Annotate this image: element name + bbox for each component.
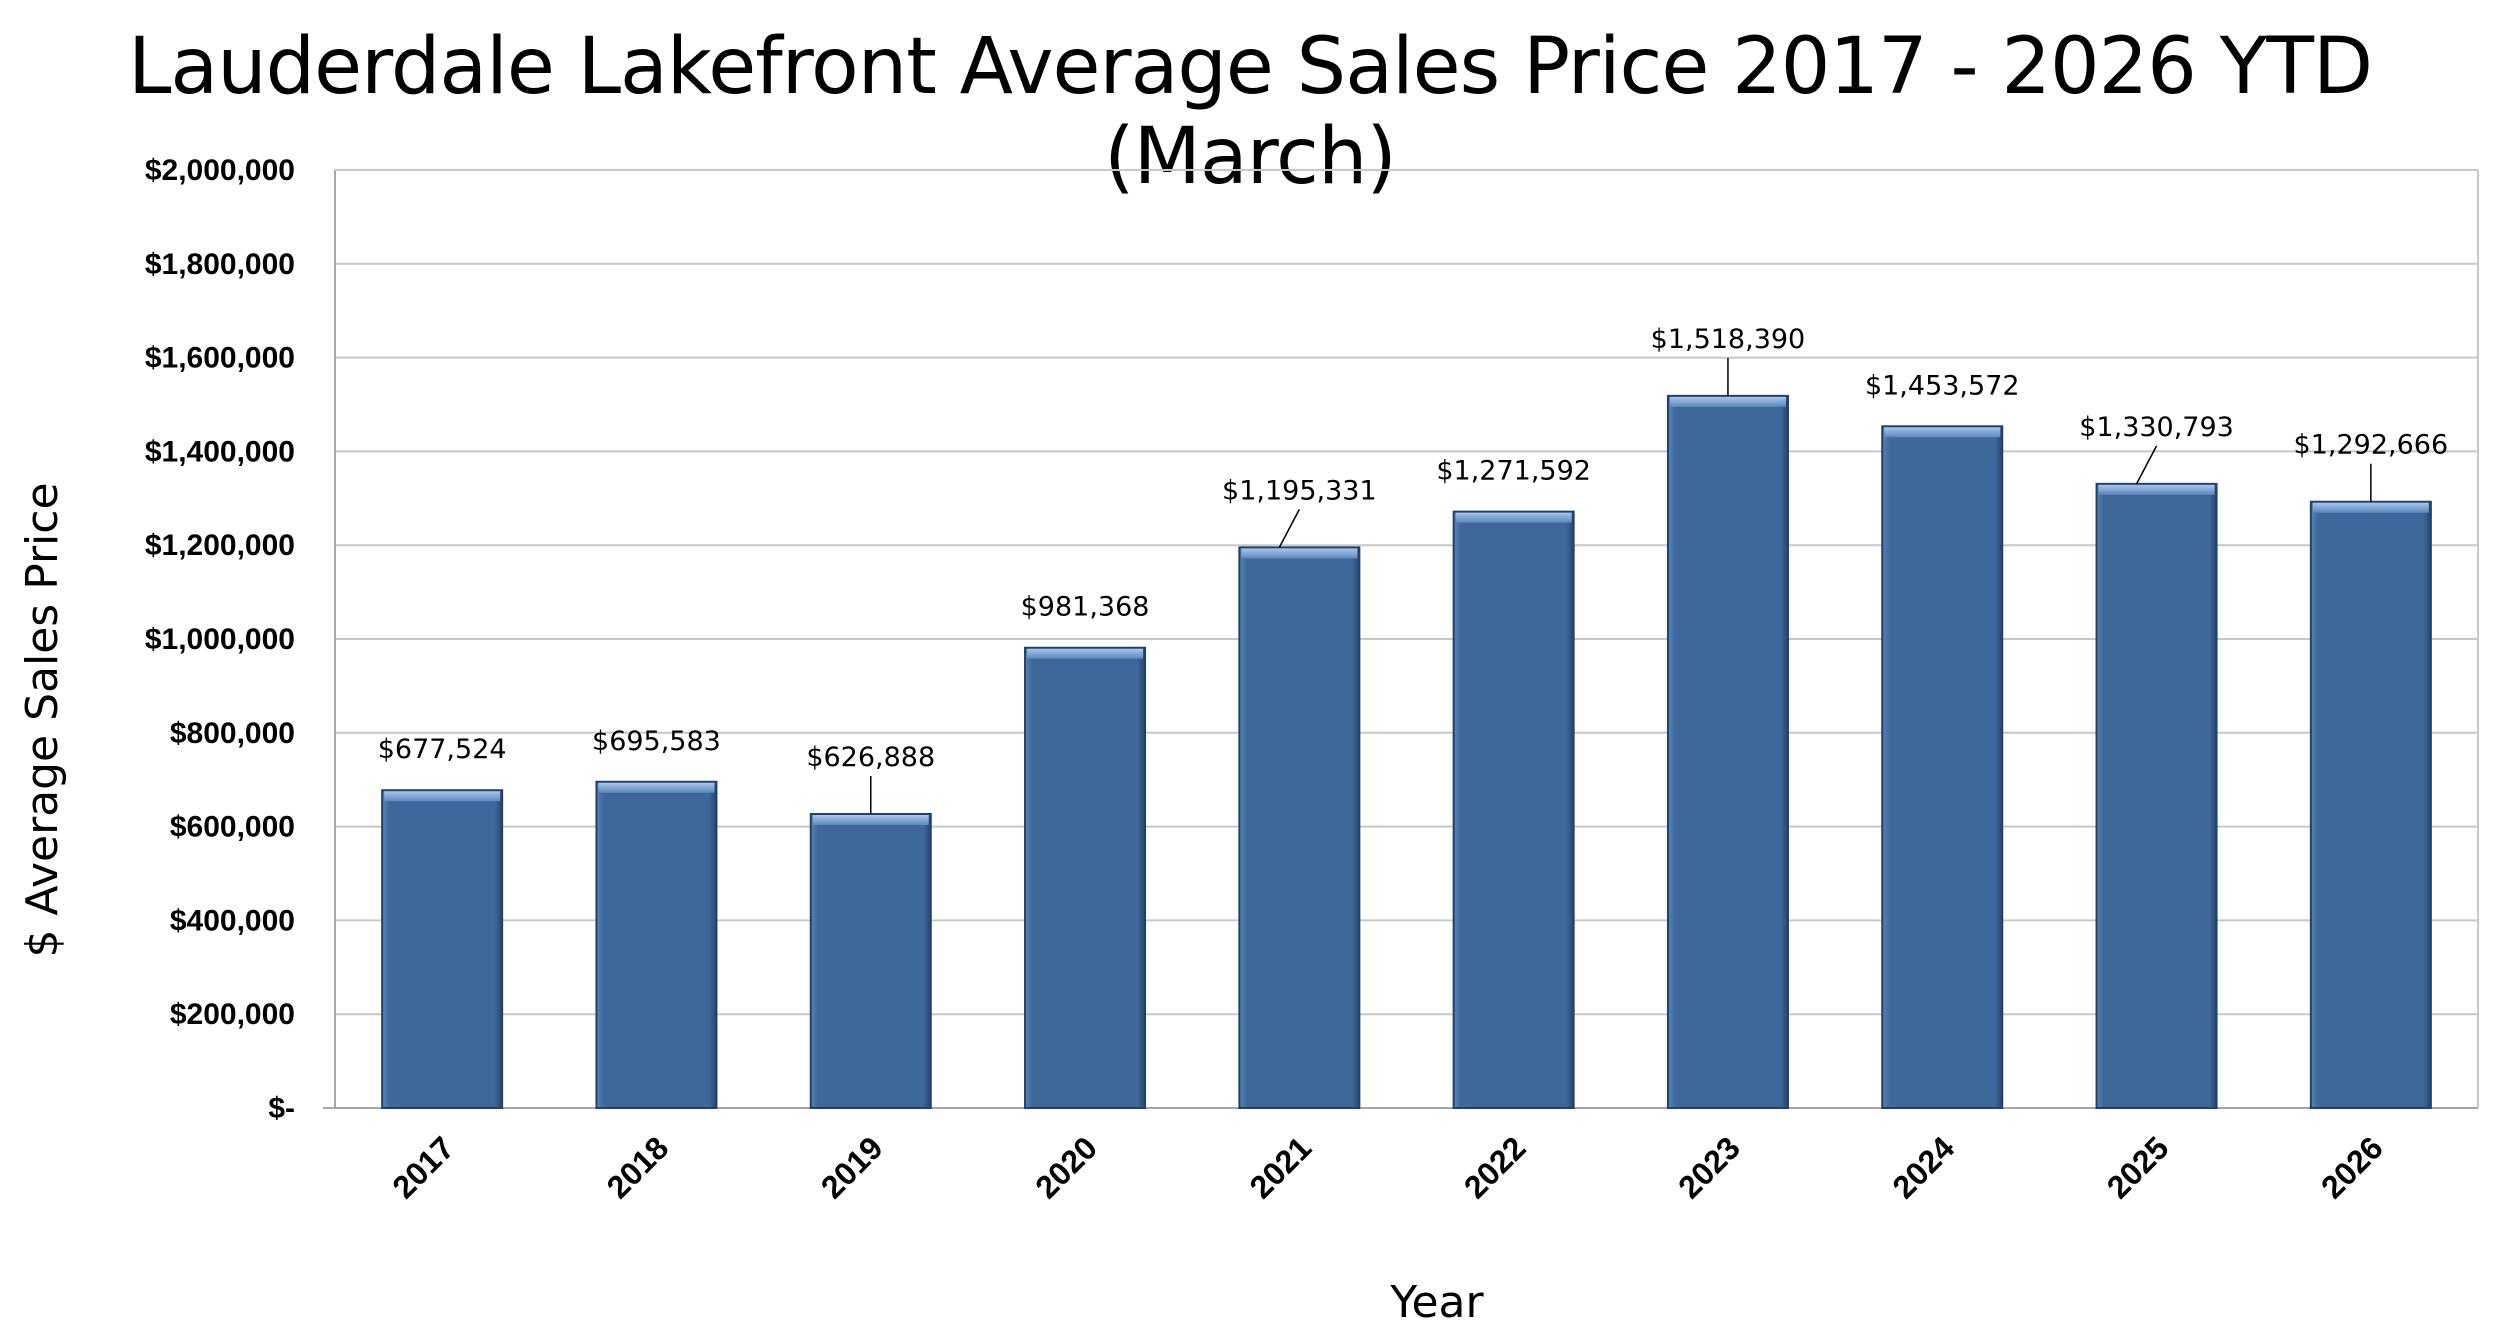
bar — [595, 780, 718, 1109]
x-tick-label: 2020 — [1028, 1129, 1104, 1205]
x-tick-label: 2019 — [814, 1129, 890, 1205]
y-tick-label: $1,600,000 — [145, 342, 295, 375]
y-tick-label: $400,000 — [170, 904, 295, 937]
bar-highlight — [1884, 427, 2001, 438]
data-label: $1,271,592 — [1436, 456, 1591, 487]
y-tick-label: $1,000,000 — [145, 623, 295, 656]
data-label: $1,195,331 — [1222, 475, 1377, 506]
x-tick-label: 2026 — [2314, 1129, 2390, 1205]
x-tick-labels: 2017 2018 2019 2020 2021 2022 2023 2024 2025 2026 — [385, 1129, 2389, 1205]
y-tick-label: $1,200,000 — [145, 529, 295, 562]
y-tick-label: $- — [268, 1092, 295, 1125]
data-label: $695,583 — [592, 726, 721, 757]
x-axis-title: Year — [1389, 1277, 1484, 1328]
bars — [381, 394, 2432, 1110]
y-tick-labels: $- $200,000 $400,000 $600,000 $800,000 $1,000… — [145, 154, 295, 1125]
x-tick-label: 2022 — [1457, 1129, 1533, 1205]
bar-highlight — [2312, 502, 2429, 513]
bar — [381, 789, 504, 1110]
bar-highlight — [1027, 648, 1144, 659]
x-tick-label: 2018 — [600, 1129, 676, 1205]
bar-highlight — [598, 782, 715, 793]
bar — [809, 812, 932, 1109]
bar — [1452, 510, 1575, 1109]
chart-title: Lauderdale Lakefront Average Sales Price… — [127, 22, 2373, 202]
data-labels: $677,524 $695,583 $626,888 $981,368 $1,195,3… — [378, 324, 2448, 814]
data-label: $1,292,666 — [2294, 430, 2449, 461]
x-tick-label: 2025 — [2100, 1129, 2176, 1205]
data-label: $677,524 — [378, 734, 507, 765]
bar-highlight — [1669, 396, 1786, 407]
bar — [1024, 646, 1147, 1109]
bar — [2309, 500, 2432, 1110]
bar-highlight — [812, 814, 929, 825]
x-tick-label: 2024 — [1885, 1129, 1961, 1205]
bar-highlight — [1455, 512, 1572, 523]
y-axis-title: $ Average Sales Price — [17, 482, 68, 957]
bar — [1666, 394, 1789, 1110]
data-label: $1,330,793 — [2079, 412, 2234, 443]
data-label-leader — [1278, 509, 1301, 548]
y-tick-label: $200,000 — [170, 998, 295, 1031]
y-tick-label: $800,000 — [170, 717, 295, 750]
y-tick-label: $1,800,000 — [145, 248, 295, 281]
x-tick-label: 2021 — [1243, 1129, 1319, 1205]
data-label-leader — [2135, 445, 2158, 485]
bar-highlight — [2098, 484, 2215, 495]
data-label: $981,368 — [1021, 592, 1150, 623]
data-label: $1,453,572 — [1865, 370, 2020, 401]
x-tick-label: 2023 — [1671, 1129, 1747, 1205]
bar — [1238, 546, 1361, 1109]
y-tick-label: $2,000,000 — [145, 154, 295, 187]
y-tick-label: $600,000 — [170, 811, 295, 844]
data-label: $1,518,390 — [1651, 324, 1806, 355]
bar-highlight — [1241, 548, 1358, 559]
x-tick-label: 2017 — [385, 1129, 461, 1205]
data-label: $626,888 — [806, 742, 935, 773]
bar — [1881, 425, 2004, 1109]
bar-highlight — [384, 791, 501, 802]
y-tick-label: $1,400,000 — [145, 435, 295, 468]
bar — [2095, 482, 2218, 1109]
